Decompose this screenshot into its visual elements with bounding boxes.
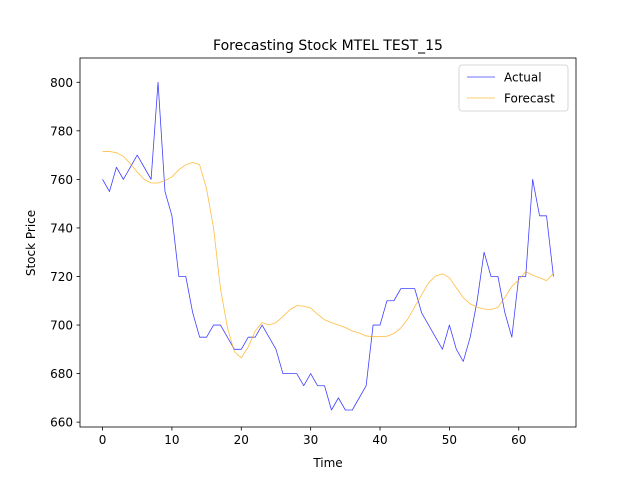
y-tick-label: 680 — [50, 367, 73, 381]
x-tick-label: 20 — [234, 433, 249, 447]
chart-title: Forecasting Stock MTEL TEST_15 — [213, 38, 443, 54]
x-axis-label: Time — [312, 456, 342, 470]
legend-label-actual: Actual — [504, 71, 542, 85]
axes-frame — [79, 57, 577, 428]
y-tick-label: 660 — [50, 416, 73, 430]
plot-area — [102, 81, 554, 411]
legend: Actual Forecast — [458, 64, 569, 112]
x-tick-label: 0 — [99, 433, 107, 447]
y-tick-label: 760 — [50, 173, 73, 187]
legend-label-forecast: Forecast — [504, 92, 555, 106]
x-tick-label: 10 — [164, 433, 179, 447]
x-tick-label: 60 — [511, 433, 526, 447]
y-axis-label: Stock Price — [24, 210, 38, 276]
x-tick-label: 40 — [372, 433, 387, 447]
y-tick-label: 780 — [50, 124, 73, 138]
x-tick-label: 50 — [442, 433, 457, 447]
y-tick-label: 700 — [50, 319, 73, 333]
y-tick-label: 800 — [50, 76, 73, 90]
series-line-forecast — [102, 151, 554, 359]
y-tick-label: 720 — [50, 270, 73, 284]
x-tick-label: 30 — [303, 433, 318, 447]
series-line-actual — [102, 81, 554, 411]
axes: 0 10 20 30 40 50 60 660 680 700 720 740 760 780 800 — [50, 57, 577, 447]
legend-box — [458, 64, 569, 112]
y-tick-label: 740 — [50, 221, 73, 235]
